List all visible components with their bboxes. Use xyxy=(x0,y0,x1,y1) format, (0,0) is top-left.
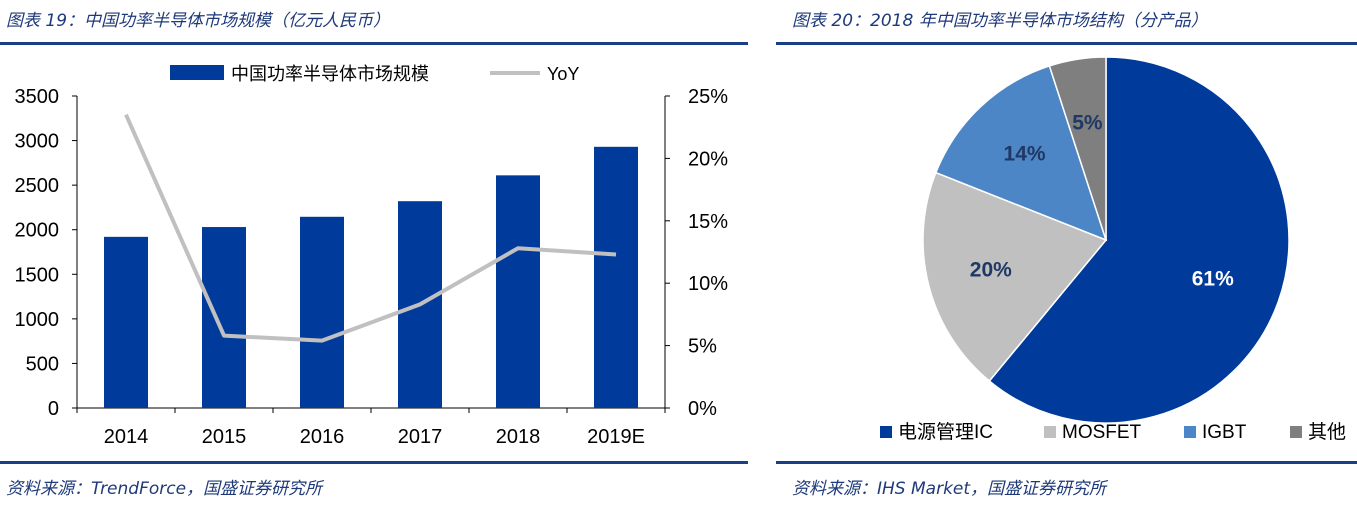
y-tick-label: 0 xyxy=(48,398,59,420)
left-source-rule xyxy=(0,461,748,464)
pie-chart: 61% 20% 14% 5% 电源管理IC MOSFET IGBT 其他 xyxy=(880,56,1346,443)
bar xyxy=(104,236,148,408)
pie-legend-label: 电源管理IC xyxy=(898,421,993,443)
bar-series xyxy=(104,146,638,408)
yoy-line xyxy=(124,113,617,343)
left-figure-title: 图表 19：中国功率半导体市场规模（亿元人民币） xyxy=(6,11,391,31)
y-tick-label: 3000 xyxy=(15,131,60,153)
bar xyxy=(496,175,540,408)
y2-tick-label: 5% xyxy=(688,336,717,358)
pie-legend-swatch xyxy=(880,426,892,438)
bar-tick-labels: 3500 3000 2500 2000 1500 1000 500 0 25% 20% 15% 10%… xyxy=(15,86,729,448)
right-figure-title: 图表 20：2018 年中国功率半导体市场结构（分产品） xyxy=(792,11,1208,31)
pie-slice xyxy=(1048,56,1107,241)
x-tick-label: 2019E xyxy=(587,426,645,448)
y-tick-label: 2000 xyxy=(15,220,60,242)
pie-slices xyxy=(922,56,1290,424)
yoy-series xyxy=(124,113,617,343)
pie-data-label: 61% xyxy=(1192,267,1234,290)
bar-line-chart: 中国功率半导体市场规模 YoY 3500 3000 2500 2000 1500 1000… xyxy=(15,64,729,448)
pie-legend-label: 其他 xyxy=(1308,421,1346,443)
y2-tick-label: 20% xyxy=(688,148,728,170)
y2-tick-label: 10% xyxy=(688,273,728,295)
x-tick-label: 2018 xyxy=(496,426,541,448)
bar-chart-legend: 中国功率半导体市场规模 YoY xyxy=(170,64,579,84)
left-source-note: 资料来源：TrendForce，国盛证券研究所 xyxy=(6,479,323,499)
bar xyxy=(594,146,638,408)
pie-data-label: 20% xyxy=(970,259,1012,282)
y2-tick-label: 25% xyxy=(688,86,728,108)
y-tick-label: 1000 xyxy=(15,309,60,331)
left-figure-panel: 图表 19：中国功率半导体市场规模（亿元人民币） 中国功率半导体市场规模 YoY… xyxy=(0,11,748,499)
y-tick-label: 2500 xyxy=(15,175,60,197)
y-tick-label: 3500 xyxy=(15,86,60,108)
bar-chart-axes xyxy=(72,95,670,413)
left-title-rule xyxy=(0,42,748,45)
pie-chart-legend: 电源管理IC MOSFET IGBT 其他 xyxy=(880,421,1346,443)
pie-slice xyxy=(988,56,1290,424)
bar xyxy=(300,216,344,408)
legend-line-label: YoY xyxy=(547,64,579,84)
pie-data-labels: 61% 20% 14% 5% xyxy=(970,112,1234,291)
right-source-note: 资料来源：IHS Market，国盛证券研究所 xyxy=(792,479,1107,499)
y2-tick-label: 15% xyxy=(688,211,728,233)
pie-data-label: 5% xyxy=(1072,112,1103,135)
y-tick-label: 1500 xyxy=(15,264,60,286)
pie-legend-label: MOSFET xyxy=(1062,422,1142,443)
x-tick-label: 2017 xyxy=(398,426,443,448)
pie-legend-label: IGBT xyxy=(1202,422,1247,443)
x-tick-label: 2016 xyxy=(300,426,345,448)
legend-bar-label: 中国功率半导体市场规模 xyxy=(231,64,429,84)
x-tick-label: 2014 xyxy=(104,426,149,448)
pie-slice xyxy=(922,171,1108,383)
right-figure-panel: 图表 20：2018 年中国功率半导体市场结构（分产品） 61% 20% 14% 5%… xyxy=(776,0,1357,509)
legend-bar-swatch xyxy=(170,65,224,80)
pie-legend-swatch xyxy=(1044,426,1056,438)
pie-data-label: 14% xyxy=(1004,142,1046,165)
right-source-rule xyxy=(776,461,1357,464)
pie-legend-swatch xyxy=(1290,426,1302,438)
bar xyxy=(202,227,246,408)
right-title-rule xyxy=(776,42,1357,45)
pie-legend-swatch xyxy=(1184,426,1196,438)
x-tick-label: 2015 xyxy=(202,426,247,448)
y-tick-label: 500 xyxy=(26,353,59,375)
y2-tick-label: 0% xyxy=(688,398,717,420)
